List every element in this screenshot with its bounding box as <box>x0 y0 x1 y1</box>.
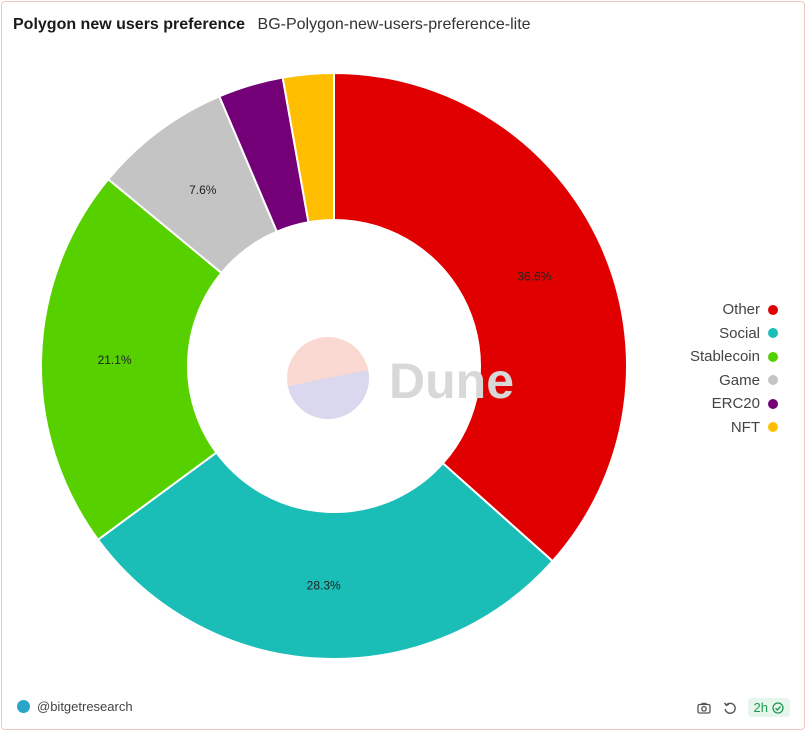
author-info[interactable]: @bitgetresearch <box>17 699 133 714</box>
chart-header: Polygon new users preference BG-Polygon-… <box>13 16 531 34</box>
legend-item-game[interactable]: Game <box>690 369 778 393</box>
avatar <box>17 700 30 713</box>
legend-item-stablecoin[interactable]: Stablecoin <box>690 345 778 369</box>
slices-group <box>40 71 628 660</box>
legend-label: ERC20 <box>711 395 760 413</box>
legend-dot <box>768 375 778 386</box>
slice-other[interactable] <box>333 71 628 563</box>
slice-label-game: 7.6% <box>189 183 217 197</box>
chart-title: Polygon new users preference <box>13 16 246 33</box>
author-handle[interactable]: @bitgetresearch <box>37 699 133 714</box>
legend-label: Stablecoin <box>689 348 760 366</box>
slice-nft[interactable] <box>281 71 335 224</box>
legend-dot <box>768 328 778 339</box>
legend-dot <box>768 398 778 409</box>
legend-item-nft[interactable]: NFT <box>690 416 778 440</box>
legend-dot <box>768 351 778 362</box>
legend: Other Social Stablecoin Game ERC20 NFT <box>690 298 778 439</box>
refresh-icon[interactable] <box>722 700 738 716</box>
query-name[interactable]: BG-Polygon-new-users-preference-lite <box>257 16 531 33</box>
slice-social[interactable] <box>96 451 554 660</box>
check-circle-icon <box>772 701 784 714</box>
legend-dot <box>768 304 778 315</box>
refresh-status-badge[interactable]: 2h <box>747 698 790 717</box>
dune-watermark: Dune <box>287 337 514 419</box>
legend-label: Other <box>722 301 760 319</box>
legend-item-social[interactable]: Social <box>690 322 778 346</box>
slice-label-stablecoin: 21.1% <box>98 353 132 367</box>
legend-item-erc20[interactable]: ERC20 <box>690 392 778 416</box>
refresh-age: 2h <box>753 700 768 715</box>
slice-label-social: 28.3% <box>307 578 341 592</box>
slice-label-other: 36.6% <box>517 269 551 283</box>
legend-label: NFT <box>730 418 760 436</box>
legend-item-other[interactable]: Other <box>690 298 778 322</box>
slice-labels-group: 36.6% 28.3% 21.1% 7.6% <box>98 183 552 592</box>
slice-stablecoin[interactable] <box>40 177 223 542</box>
legend-dot <box>768 422 778 433</box>
camera-icon[interactable] <box>696 700 712 716</box>
legend-label: Game <box>719 371 760 389</box>
watermark-text: Dune <box>389 353 514 409</box>
footer-actions: 2h <box>696 698 790 717</box>
legend-label: Social <box>719 324 760 342</box>
